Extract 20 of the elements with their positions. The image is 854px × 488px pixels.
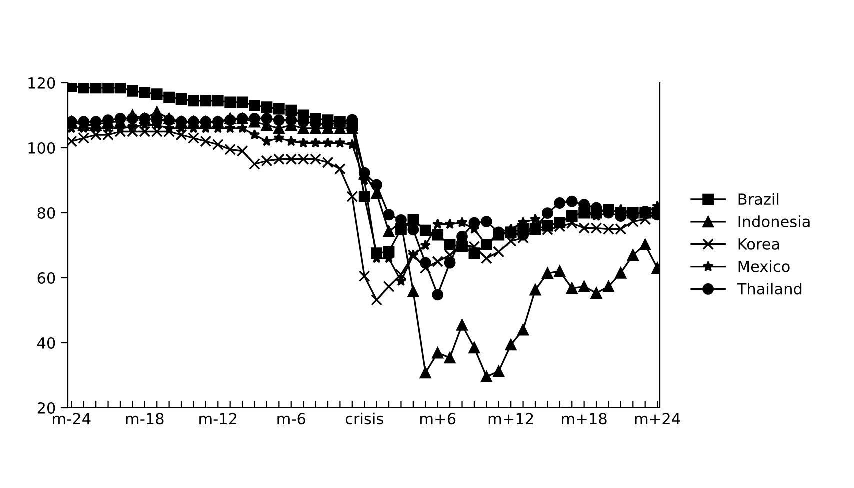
legend-label: Indonesia [738,216,810,228]
x-tick-label: m-24 [53,413,91,424]
x-tick-label: m+6 [420,413,456,425]
legend-label: Thailand [737,282,802,295]
legend-label: Brazil [738,193,779,206]
y-tick-label: 120 [28,77,56,90]
x-tick-label: m-6 [278,413,306,425]
x-tick-label: crisis [346,412,384,425]
y-tick-label: 20 [38,402,56,414]
x-tick-label: m+24 [635,413,680,424]
legend-label: Mexico [738,260,790,272]
x-tick-label: m+12 [488,413,534,424]
y-tick-label: 60 [38,272,56,284]
legend-label: Korea [738,238,780,250]
x-tick-label: m-18 [126,413,164,425]
y-tick-label: 80 [38,207,56,220]
y-tick-label: 100 [28,142,56,154]
x-tick-label: m+18 [562,413,607,425]
y-tick-label: 40 [38,337,56,350]
x-tick-label: m-12 [200,413,237,424]
